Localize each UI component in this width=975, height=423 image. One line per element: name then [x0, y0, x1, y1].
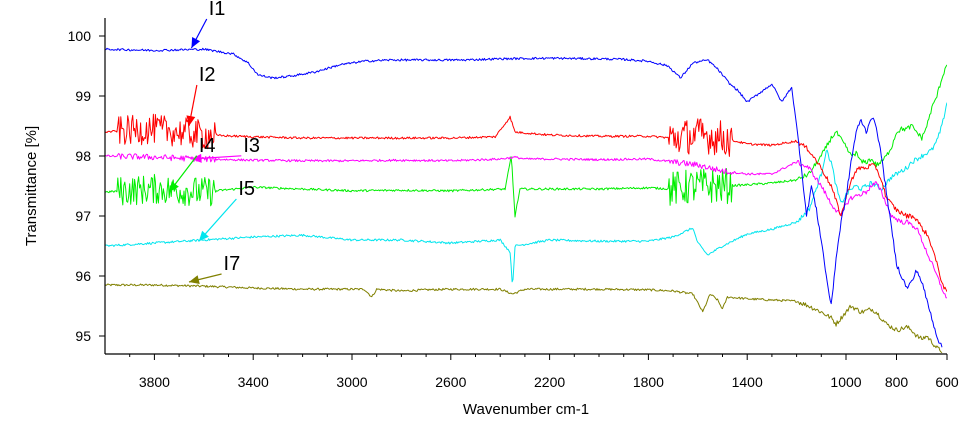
series-arrowhead-i2	[186, 115, 196, 126]
series-line-i5	[105, 102, 947, 283]
series-arrowhead-i3	[191, 153, 202, 163]
series-label-i1: I1	[209, 0, 226, 20]
x-tick-label: 2200	[534, 374, 565, 390]
series-label-i5: I5	[238, 178, 255, 200]
x-tick-label: 1800	[633, 374, 664, 390]
x-tick-label: 2600	[435, 374, 466, 390]
series-layer	[105, 47, 947, 354]
y-tick-label: 97	[75, 208, 91, 224]
series-arrowhead-i4	[169, 181, 179, 192]
x-tick-label: 1000	[830, 374, 861, 390]
x-tick-label: 3000	[336, 374, 367, 390]
x-tick-label: 3400	[238, 374, 269, 390]
series-label-i3: I3	[243, 135, 260, 157]
series-line-i3	[105, 153, 947, 299]
y-axis-title: Transmittance [%]	[23, 126, 40, 246]
y-tick-label: 98	[75, 148, 91, 164]
series-arrowhead-i5	[198, 230, 209, 242]
y-tick-label: 96	[75, 268, 91, 284]
series-line-i1	[105, 47, 943, 348]
series-arrowhead-i7	[188, 275, 200, 284]
x-tick-label: 600	[935, 374, 959, 390]
series-label-i2: I2	[199, 64, 216, 86]
x-tick-label: 1400	[732, 374, 763, 390]
x-tick-label: 3800	[139, 374, 170, 390]
series-labels: I1 I2 I3 I4 I5 I7	[168, 0, 260, 284]
series-line-i7	[105, 283, 943, 354]
y-tick-label: 95	[75, 328, 91, 344]
series-line-i2	[105, 113, 947, 292]
y-tick-label: 99	[75, 88, 91, 104]
axes: 95 96 97 98 99 100 3800 3400 3000 2600 2200 1800 140…	[68, 18, 959, 390]
x-axis-title: Wavenumber cm-1	[463, 401, 589, 418]
series-arrowhead-i1	[191, 37, 201, 48]
series-label-i7: I7	[224, 253, 241, 275]
x-tick-label: 800	[885, 374, 909, 390]
y-tick-label: 100	[68, 28, 92, 44]
series-label-i4: I4	[199, 135, 216, 157]
series-line-i4	[105, 64, 947, 218]
